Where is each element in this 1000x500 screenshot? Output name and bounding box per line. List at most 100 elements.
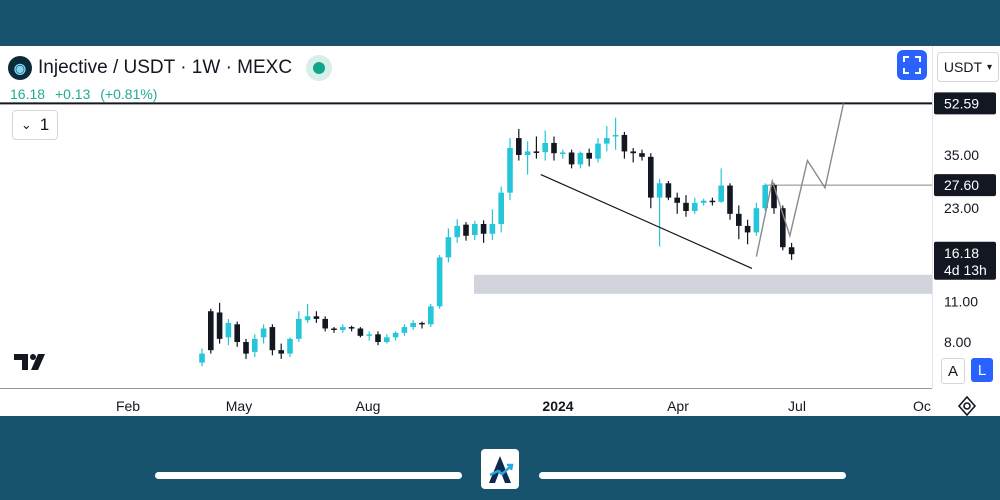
candle-body (401, 327, 408, 333)
candle-body (516, 138, 522, 155)
chevron-down-icon: ▾ (987, 61, 993, 73)
price-axis-divider (932, 46, 933, 388)
candle-body (753, 208, 760, 233)
candle-body (674, 197, 680, 203)
candle-body (639, 153, 645, 157)
candle-body (296, 318, 302, 339)
candle-body (419, 322, 425, 325)
candle-body (225, 322, 232, 338)
candle-body (727, 185, 733, 214)
target-price-label: 27.60 (944, 177, 979, 193)
candle-body (454, 225, 460, 238)
y-tick-label: 35.00 (944, 147, 979, 163)
symbol-header[interactable]: ◉ Injective / USDT · 1W · MEXC (8, 54, 333, 82)
candle-body (199, 353, 205, 363)
candle-body (392, 332, 399, 338)
resistance-price-label-bg (934, 92, 996, 115)
candle-body (736, 213, 742, 226)
time-axis-divider (0, 388, 932, 389)
nav-bar-right[interactable] (539, 472, 846, 479)
y-tick-label: 11.00 (944, 294, 978, 310)
candle-body (410, 322, 416, 328)
candle-body (322, 318, 328, 329)
x-tick-label: May (226, 398, 252, 414)
candle-body (577, 152, 584, 165)
candle-body (375, 334, 381, 342)
candle-body (498, 192, 504, 225)
currency-label: USDT (943, 59, 983, 75)
candle-body (366, 334, 372, 336)
candle-body (436, 257, 443, 307)
candle-body (260, 328, 267, 338)
price-change-line: 16.18 +0.13 (+0.81%) (10, 86, 163, 102)
candle-body (331, 328, 337, 330)
settings-icon[interactable] (957, 396, 977, 416)
candle-body (771, 185, 777, 209)
x-tick-label: Oc (913, 398, 931, 414)
candle-body (709, 200, 716, 203)
candle-body (489, 224, 496, 234)
candle-body (586, 152, 592, 159)
candle-body (507, 147, 513, 193)
candle-body (533, 151, 540, 153)
candle-body (780, 208, 786, 248)
candle-body (788, 247, 795, 255)
y-tick-label: 23.00 (944, 200, 979, 216)
currency-select[interactable]: USDT ▾ (937, 52, 999, 82)
candle-body (612, 134, 619, 137)
candle-body (287, 338, 293, 354)
candle-body (656, 183, 663, 198)
expand-icon (903, 56, 921, 74)
chart-panel: ◉ Injective / USDT · 1W · MEXC 16.18 +0.… (0, 46, 1000, 416)
x-tick-label: Feb (116, 398, 140, 414)
price-change: +0.13 (54, 86, 91, 102)
candlestick-chart[interactable]: 8.00 11.00 23.00 35.00 Feb May Aug 2024 Apr Jul Oc… (0, 46, 1000, 416)
candle-body (208, 311, 214, 351)
candle-body (463, 224, 469, 236)
candle-body (269, 327, 276, 351)
candle-body (560, 152, 566, 154)
candle-body (692, 202, 698, 211)
candle-body (665, 183, 672, 198)
x-tick-label: 2024 (542, 398, 573, 414)
log-scale-button[interactable]: L (971, 358, 993, 382)
fullscreen-button[interactable] (897, 50, 927, 80)
candle-body (762, 185, 768, 209)
resistance-price-label: 52.59 (944, 95, 979, 111)
candle-body (340, 327, 346, 330)
last-price: 16.18 (10, 86, 46, 102)
collapse-indicators-button[interactable]: ⌄ 1 (12, 110, 58, 140)
candle-body (700, 200, 707, 203)
candle-body (445, 237, 452, 258)
injective-logo-icon: ◉ (8, 56, 32, 80)
candle-body (718, 185, 724, 202)
tradingview-logo (14, 352, 54, 378)
projection-path (755, 103, 845, 257)
current-price-label-bg (934, 241, 996, 280)
app-logo-icon[interactable] (481, 449, 519, 489)
symbol-title: Injective / USDT · 1W · MEXC (38, 57, 293, 78)
candle-body (348, 327, 355, 329)
market-status-icon (306, 55, 333, 81)
x-tick-label: Aug (356, 398, 381, 414)
current-price-label: 4d 13h (944, 262, 987, 278)
candle-body (648, 156, 654, 198)
candle-body (216, 312, 223, 339)
candle-body (568, 152, 575, 165)
current-price-label: 16.18 (944, 245, 979, 261)
candle-body (524, 151, 531, 155)
candle-body (480, 224, 487, 234)
candle-body (595, 143, 601, 159)
auto-scale-button[interactable]: A (941, 358, 965, 384)
y-tick-label: 8.00 (944, 334, 971, 350)
target-price-label-bg (934, 174, 996, 197)
candle-body (384, 337, 390, 342)
candle-body (304, 316, 311, 321)
candle-body (683, 202, 689, 211)
candle-body (234, 324, 240, 342)
candle-body (472, 224, 478, 236)
candle-body (621, 134, 628, 152)
chevron-down-icon: ⌄ (20, 117, 32, 132)
nav-bar-left[interactable] (155, 472, 462, 479)
indicator-count: 1 (39, 115, 50, 134)
